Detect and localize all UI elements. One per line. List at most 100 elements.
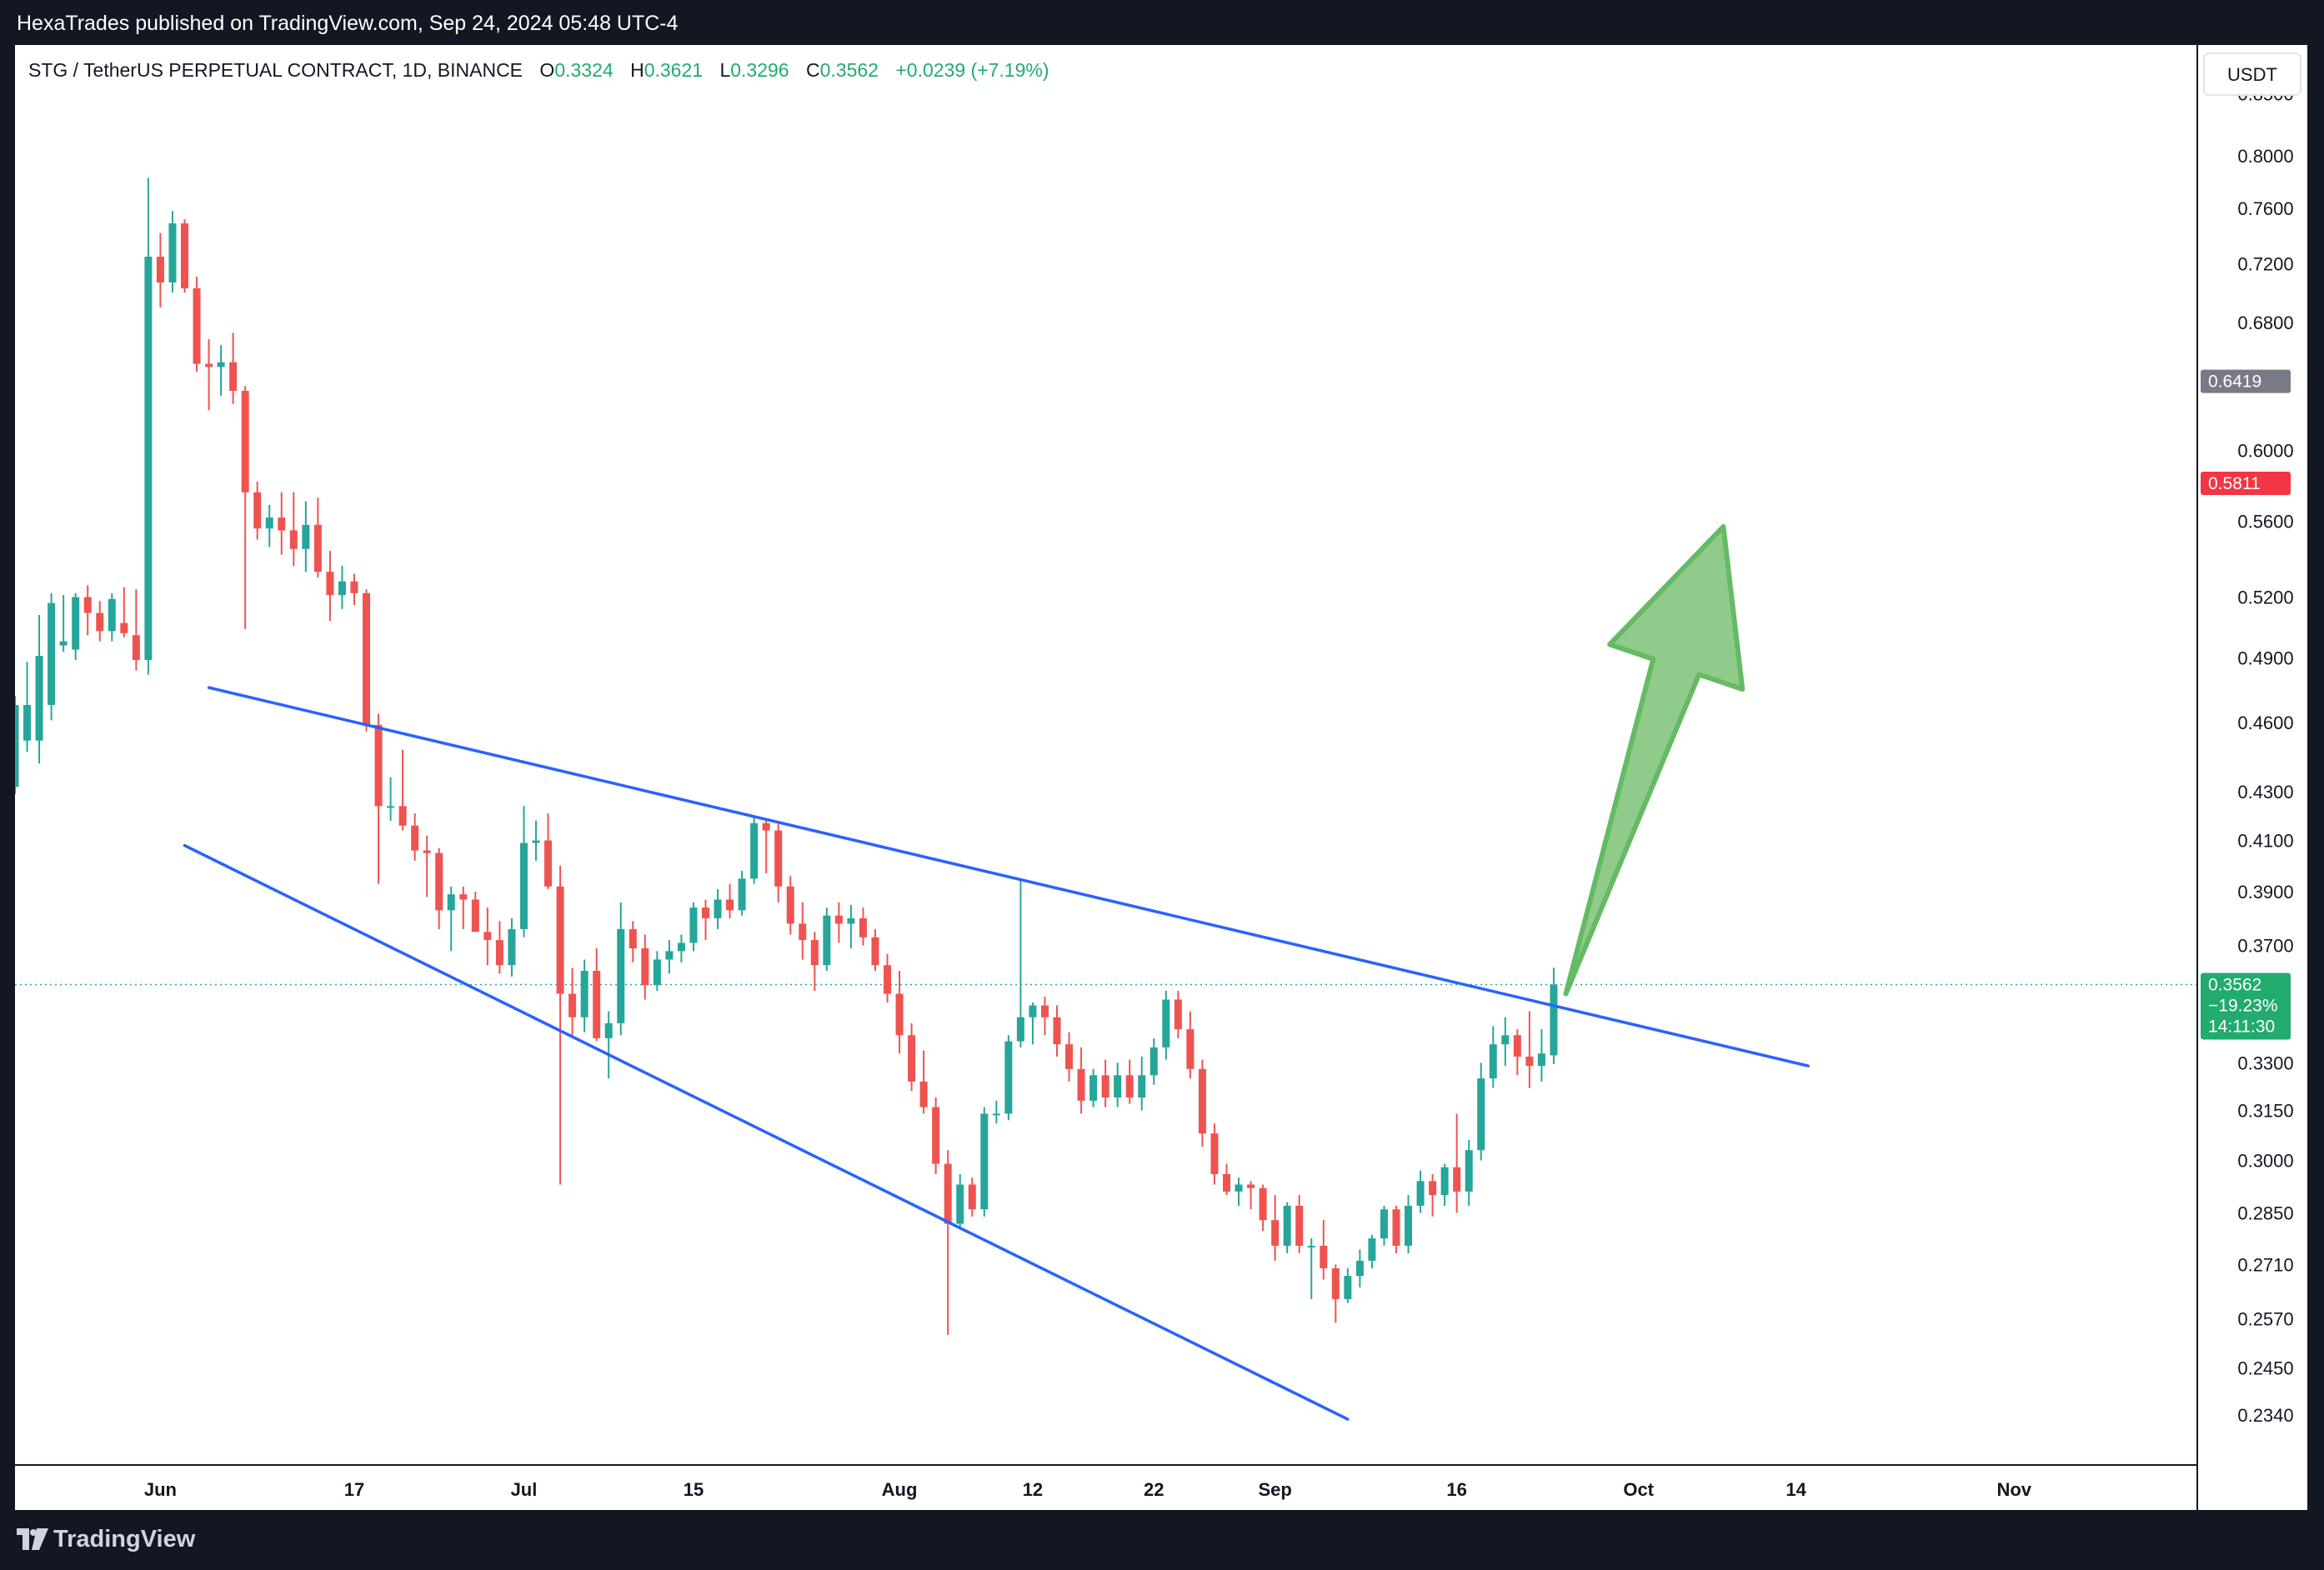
candle [604, 1011, 613, 1079]
current-price-tag-text-2: 14:11:30 [2208, 1017, 2275, 1036]
candle-body [701, 908, 709, 918]
candle [23, 662, 32, 752]
candle-body [532, 840, 540, 843]
candle-body [1331, 1268, 1340, 1299]
candle-body [810, 940, 819, 966]
candle-body [471, 899, 479, 932]
candle-body [847, 918, 855, 924]
candle [1368, 1234, 1376, 1268]
candle-body [495, 940, 503, 966]
candle-body [653, 959, 661, 986]
candle-body [1186, 1029, 1195, 1069]
candle [834, 902, 843, 943]
candle [59, 595, 68, 652]
candle [289, 492, 298, 567]
candle-body [1101, 1075, 1109, 1098]
candle-body [689, 908, 698, 943]
candle [1016, 878, 1024, 1048]
price-chart[interactable]: 0.85000.80000.76000.72000.68000.60000.56… [15, 45, 2307, 1510]
candle [302, 501, 310, 572]
candle [1089, 1068, 1098, 1108]
candle-body [617, 928, 625, 1023]
candle [15, 696, 19, 794]
candle [193, 277, 201, 372]
candle [1065, 1032, 1074, 1082]
candle [884, 953, 892, 1003]
candle-body [217, 362, 225, 368]
x-tick-label: Jun [144, 1479, 177, 1500]
candle-body [1271, 1220, 1280, 1246]
candle [96, 601, 104, 642]
candle-body [908, 1035, 916, 1082]
candle [1355, 1249, 1364, 1288]
candle [120, 587, 128, 638]
candle-body [1344, 1276, 1352, 1299]
chart-panel[interactable]: 0.85000.80000.76000.72000.68000.60000.56… [15, 45, 2307, 1510]
candle-body [859, 918, 867, 938]
candle-body [459, 894, 468, 900]
candle-body [714, 899, 722, 918]
candle-body [15, 704, 19, 788]
y-tick-label: 0.7600 [2237, 198, 2293, 219]
candle-body [1162, 999, 1170, 1048]
candle [750, 815, 759, 884]
candle [1513, 1029, 1521, 1076]
candle [1101, 1059, 1109, 1108]
y-tick-label: 0.4900 [2237, 648, 2293, 669]
currency-button[interactable]: USDT [2203, 52, 2301, 96]
footer-bar: TradingView [0, 1510, 2324, 1570]
legend-close-label: C [806, 59, 820, 81]
candle-body [120, 622, 128, 633]
candle [1416, 1170, 1425, 1213]
candle-body [580, 970, 589, 1018]
price-tags-group: 0.6419 0.5811 0.3562 −19.23% 14:11:30 [2201, 369, 2291, 1040]
candle [180, 219, 188, 293]
candle-body [289, 530, 298, 549]
candle-body [229, 362, 238, 392]
candle-body [338, 581, 346, 596]
x-tick-label: Aug [882, 1479, 918, 1500]
candle [278, 492, 286, 555]
candle-body [677, 942, 685, 952]
candle-body [1295, 1205, 1304, 1246]
candle [895, 970, 904, 1054]
candle [471, 892, 479, 932]
candle [544, 813, 553, 889]
candle-body [774, 830, 783, 887]
candle [1247, 1181, 1255, 1210]
candle [799, 902, 807, 960]
legend-close-value: 0.3562 [820, 59, 879, 81]
candle-body [1550, 984, 1558, 1056]
candle-body [193, 288, 201, 364]
candle [810, 932, 819, 992]
candle-body [72, 597, 80, 650]
tradingview-logo-icon [17, 1528, 48, 1550]
candle [1283, 1202, 1291, 1253]
y-tick-label: 0.2850 [2237, 1202, 2293, 1223]
current-price-tag-text-1: −19.23% [2208, 996, 2278, 1015]
candle [483, 908, 492, 966]
candle [823, 908, 831, 971]
candles-group [15, 178, 1558, 1335]
candle-body [253, 492, 262, 529]
candle [1405, 1195, 1413, 1253]
candle [859, 908, 867, 946]
candle [580, 959, 589, 1032]
candle [156, 232, 164, 308]
candle-body [895, 993, 904, 1036]
trendline-upper [207, 686, 1810, 1068]
candle [508, 918, 516, 977]
candle [1344, 1268, 1352, 1303]
candle-body [1416, 1181, 1425, 1206]
candle [617, 902, 625, 1036]
candle [241, 386, 249, 629]
candle-body [980, 1113, 989, 1210]
candle-body [944, 1163, 952, 1224]
candle-body [1501, 1035, 1510, 1045]
candle-body [1114, 1075, 1122, 1098]
candle-body [59, 641, 68, 646]
candle [1040, 997, 1049, 1036]
y-tick-label: 0.3000 [2237, 1150, 2293, 1171]
candle [653, 951, 661, 992]
candle-body [508, 928, 516, 966]
